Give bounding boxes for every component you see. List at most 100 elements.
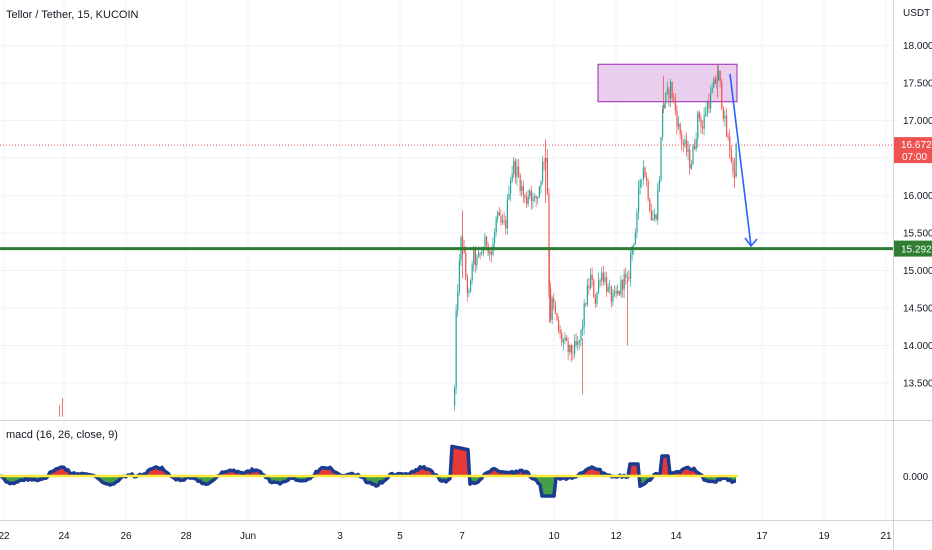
candle-body [495, 218, 497, 233]
candle-body [484, 236, 486, 250]
candle [617, 284, 619, 297]
candle-body [612, 292, 614, 302]
macd-area-negative [0, 476, 736, 496]
candle-body [711, 88, 713, 94]
candle-body [542, 162, 544, 182]
candle [572, 345, 574, 361]
candle [666, 81, 668, 95]
candle-body [609, 286, 611, 288]
candle [615, 286, 617, 299]
candle [620, 275, 622, 298]
candle [577, 336, 579, 351]
candle-body [631, 245, 633, 255]
candle [484, 232, 486, 250]
candle-body [722, 107, 724, 119]
candle [623, 268, 625, 298]
candle [679, 122, 681, 140]
candle-body [604, 277, 606, 283]
candle-body [567, 341, 569, 352]
candle-body [564, 337, 566, 341]
candle-body [598, 280, 600, 293]
candle [710, 85, 712, 113]
candle-body [543, 162, 545, 163]
candle-body [455, 310, 457, 388]
candle [729, 129, 731, 159]
candle-body [510, 180, 512, 195]
candle-body [660, 136, 662, 180]
candle [711, 82, 713, 94]
candle-body [732, 161, 734, 173]
candle [622, 279, 624, 299]
candle [716, 76, 718, 89]
candle-body [719, 70, 721, 82]
candle-body [641, 179, 643, 181]
candle [564, 331, 566, 345]
candle-body [623, 274, 625, 290]
candle-body [490, 251, 492, 256]
candle [662, 105, 664, 141]
candles-layer [59, 64, 737, 417]
candle [521, 180, 523, 197]
candle-body [735, 144, 737, 177]
candle [580, 329, 582, 347]
candle-body [473, 249, 475, 265]
x-tick-label: 26 [120, 531, 132, 542]
candle-body [537, 196, 539, 199]
candle [535, 194, 537, 207]
x-tick-label: 28 [180, 531, 192, 542]
candle-body [721, 81, 723, 108]
candle [646, 172, 648, 187]
candle [724, 110, 726, 127]
support-level-label: 15.292 [901, 245, 932, 256]
candle [722, 106, 724, 122]
candle [703, 107, 705, 136]
candle [606, 271, 608, 297]
candle [639, 178, 641, 195]
candle-body [687, 149, 689, 152]
candle-body [575, 341, 577, 345]
candle [519, 172, 521, 196]
candle [505, 215, 507, 235]
candle-body [690, 164, 692, 169]
candle [706, 100, 708, 118]
candle [498, 206, 500, 216]
candle-body [618, 290, 620, 295]
candle-body [668, 88, 670, 99]
candle-body [574, 341, 576, 354]
candle-body [726, 115, 728, 137]
candle [511, 166, 513, 184]
candle [730, 145, 732, 164]
candle [497, 210, 499, 223]
candle-body [553, 298, 555, 304]
candle [614, 285, 616, 297]
candle [612, 288, 614, 306]
candle [634, 228, 636, 245]
candle [630, 250, 632, 287]
candle-body [521, 186, 523, 191]
candle [636, 208, 638, 239]
candle [457, 284, 459, 317]
candle [465, 246, 467, 281]
candle-body [591, 274, 593, 280]
candle [489, 249, 491, 261]
candle-body [654, 214, 656, 219]
candle-body [558, 320, 560, 331]
candle-body [463, 247, 465, 253]
candle-body [519, 175, 521, 191]
candle-body [497, 212, 499, 219]
candle [494, 228, 496, 248]
candle-body [506, 199, 508, 229]
candle [713, 77, 715, 89]
macd-layer [0, 444, 738, 498]
chart-title: Tellor / Tether, 15, KUCOIN [6, 9, 139, 21]
countdown-label: 07:00 [902, 152, 927, 163]
candle [530, 185, 532, 210]
candle [735, 142, 737, 179]
candle-body [647, 180, 649, 200]
candle [510, 176, 512, 202]
candle [641, 179, 643, 188]
candle [700, 114, 702, 134]
candle [705, 106, 707, 117]
